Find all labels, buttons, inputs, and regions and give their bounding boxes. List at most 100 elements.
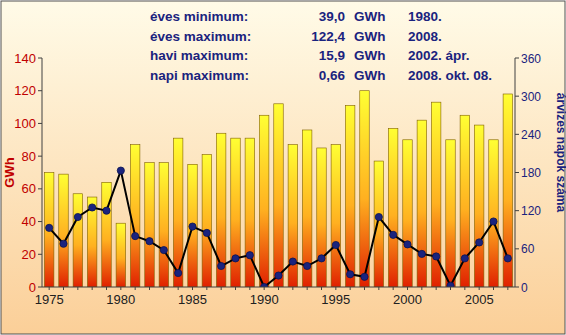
x-tick-label: 1980 [106,292,135,307]
marker [175,269,182,276]
y-tick [38,58,42,59]
bar [331,145,340,287]
y-tick [38,287,42,288]
annotation-value: 15,9 [319,48,345,63]
bar [460,115,469,287]
y-tick-label: 120 [14,83,36,98]
annotation-label: éves maximum: [150,29,251,44]
x-tick-label: 2000 [393,292,422,307]
bar [116,223,125,287]
annotation-value: 122,4 [311,29,345,44]
x-tick [450,287,451,290]
marker [160,247,167,254]
marker [103,207,110,214]
y-axis-title: GWh [2,157,17,187]
x-tick [135,287,136,290]
marker [476,239,483,246]
x-tick [436,287,437,290]
x-tick [92,287,93,290]
annotation-unit: GWh [354,48,386,63]
marker [433,253,440,260]
marker [261,283,268,287]
marker [246,252,253,259]
bar [145,163,154,287]
annotation-value: 0,66 [319,68,346,83]
marker [490,218,497,225]
marker [189,223,196,230]
x-tick [321,287,322,290]
annotation-unit: GWh [354,29,386,44]
bar [446,140,455,287]
marker [74,213,81,220]
flood-days-line [49,171,508,287]
annotation-unit: GWh [354,9,386,24]
x-tick [307,287,308,290]
marker [46,224,53,231]
marker [461,255,468,262]
marker [318,255,325,262]
marker [232,255,239,262]
marker [361,273,368,280]
annotation-value: 39,0 [319,9,345,24]
x-tick [378,287,379,290]
marker [275,272,282,279]
annotation-date: 2002. ápr. [408,48,470,63]
annotation-date: 2008. okt. 08. [408,68,492,83]
marker [117,167,124,174]
y2-tick-label: 120 [521,204,541,218]
x-tick [278,287,279,290]
annotation-date: 1980. [408,9,442,24]
marker [60,240,67,247]
x-tick-label: 2005 [465,292,494,307]
x-tick [350,287,351,290]
y2-tick [515,96,519,97]
marker [146,238,153,245]
annotation-date: 2008. [408,29,442,44]
y-tick-label: 80 [22,149,36,164]
x-tick [335,287,336,290]
marks [44,91,512,287]
marker [132,233,139,240]
y2-tick [515,210,519,211]
x-tick [163,287,164,290]
bar [44,173,53,288]
y2-tick [515,287,519,288]
bar [202,155,211,287]
x-tick [63,287,64,290]
bar [503,94,512,287]
bar [345,105,354,287]
marker [203,229,210,236]
x-tick [178,287,179,290]
marker [375,213,382,220]
x-tick-label: 1985 [178,292,207,307]
x-tick [221,287,222,290]
x-tick [249,287,250,290]
y2-tick-label: 300 [521,90,541,104]
x-tick [106,287,107,290]
bar [231,138,240,287]
bar [474,125,483,287]
y-axis [42,58,43,287]
marker [418,250,425,257]
x-tick [192,287,193,290]
marker [289,258,296,265]
background [1,1,565,334]
marker [304,262,311,269]
x-tick [235,287,236,290]
bar [417,120,426,287]
bar [216,133,225,287]
bar [59,174,68,287]
y-tick-label: 100 [14,116,36,131]
y2-tick-label: 60 [521,242,535,256]
y2-tick [515,58,519,59]
x-tick [507,287,508,290]
bar [259,115,268,287]
y-tick-label: 40 [22,214,36,229]
bar [431,102,440,287]
bar [130,145,139,287]
bar [73,194,82,287]
x-tick [149,287,150,290]
y2-tick [515,172,519,173]
x-tick [77,287,78,290]
x-tick [407,287,408,290]
